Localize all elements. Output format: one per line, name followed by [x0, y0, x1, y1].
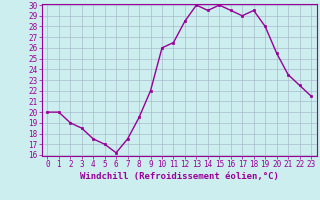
X-axis label: Windchill (Refroidissement éolien,°C): Windchill (Refroidissement éolien,°C) — [80, 172, 279, 181]
